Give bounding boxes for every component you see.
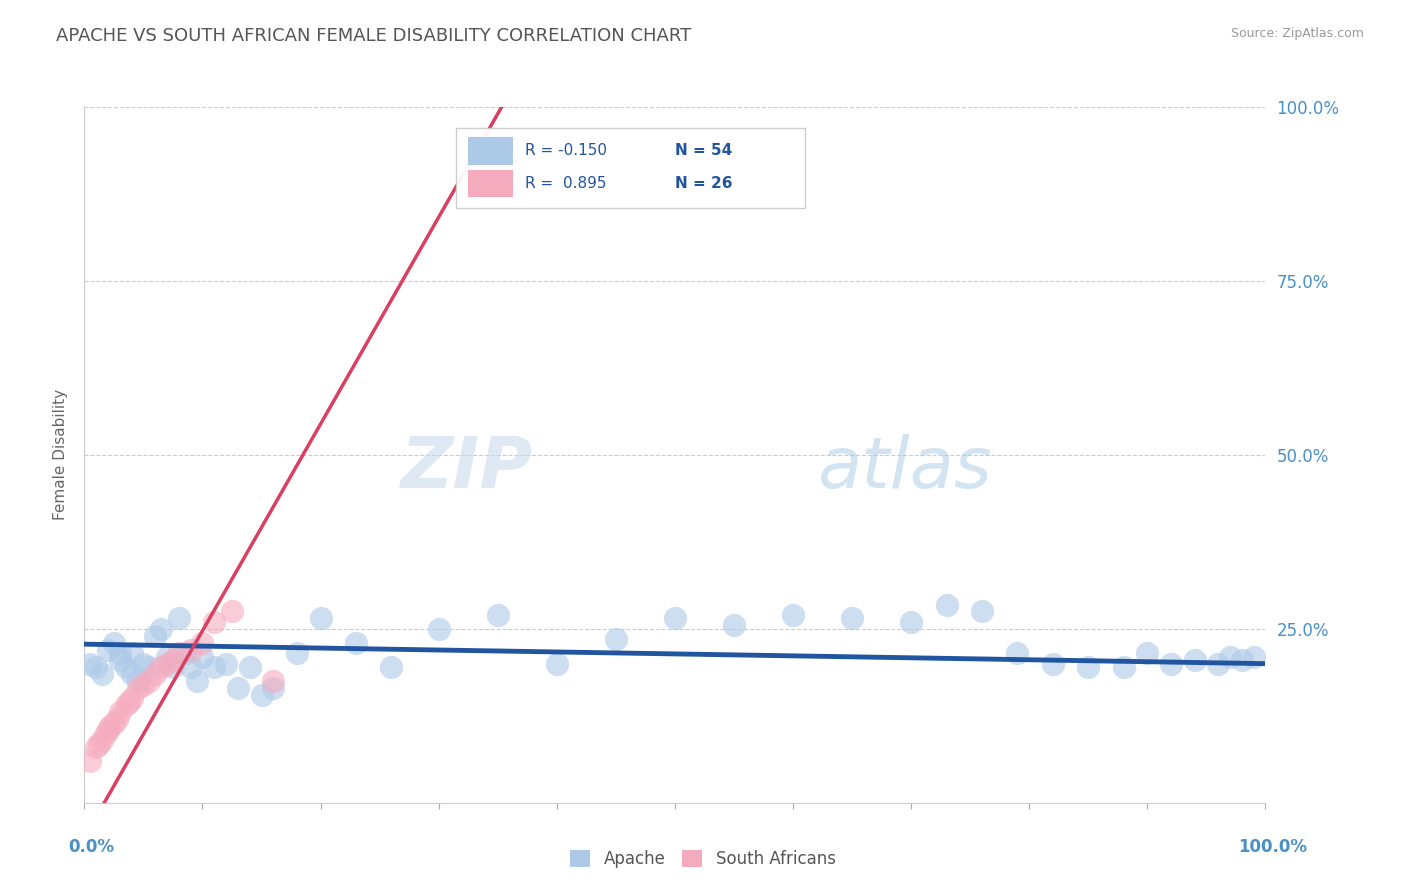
Text: Source: ZipAtlas.com: Source: ZipAtlas.com: [1230, 27, 1364, 40]
Point: [108, 646, 131, 660]
Point: [167, 646, 190, 660]
Legend: Apache, South Africans: Apache, South Africans: [564, 843, 842, 875]
Point: [84, 740, 107, 755]
Text: R =  0.895: R = 0.895: [524, 176, 606, 191]
Point: [127, 681, 149, 695]
Point: [138, 660, 160, 674]
Point: [107, 712, 129, 726]
Text: N = 54: N = 54: [675, 144, 733, 159]
Point: [108, 653, 131, 667]
Point: [1184, 653, 1206, 667]
Point: [935, 598, 957, 612]
Point: [1230, 653, 1253, 667]
Point: [1007, 646, 1029, 660]
Point: [191, 649, 214, 664]
Point: [309, 611, 332, 625]
Point: [427, 622, 450, 636]
Point: [250, 688, 273, 702]
Point: [91, 667, 114, 681]
Point: [138, 674, 160, 689]
Point: [262, 674, 284, 689]
Point: [121, 691, 143, 706]
Text: R = -0.150: R = -0.150: [524, 144, 607, 159]
Point: [723, 618, 745, 632]
Point: [664, 611, 686, 625]
Point: [150, 622, 173, 636]
Point: [215, 657, 238, 671]
Text: ZIP: ZIP: [401, 434, 533, 503]
FancyBboxPatch shape: [468, 169, 513, 197]
Point: [167, 611, 190, 625]
Point: [180, 642, 202, 657]
Point: [186, 674, 208, 689]
Point: [605, 632, 627, 647]
Point: [121, 646, 143, 660]
Point: [239, 660, 262, 674]
Point: [221, 605, 243, 619]
Point: [103, 636, 125, 650]
Point: [1206, 657, 1229, 671]
Point: [97, 642, 120, 657]
Y-axis label: Female Disability: Female Disability: [53, 389, 69, 521]
Point: [143, 667, 166, 681]
Point: [150, 660, 173, 674]
Point: [226, 681, 249, 695]
Point: [132, 677, 155, 691]
Point: [162, 660, 184, 674]
Text: 100.0%: 100.0%: [1237, 838, 1308, 855]
Point: [1136, 646, 1159, 660]
Text: 0.0%: 0.0%: [69, 838, 114, 855]
Point: [546, 657, 568, 671]
Text: APACHE VS SOUTH AFRICAN FEMALE DISABILITY CORRELATION CHART: APACHE VS SOUTH AFRICAN FEMALE DISABILIT…: [56, 27, 692, 45]
Point: [97, 723, 120, 737]
Point: [84, 660, 107, 674]
Point: [94, 726, 117, 740]
Point: [173, 646, 195, 660]
Point: [486, 607, 509, 622]
Point: [1042, 657, 1064, 671]
Point: [1243, 649, 1265, 664]
Point: [108, 706, 131, 720]
Point: [114, 698, 136, 713]
Point: [191, 636, 214, 650]
Point: [782, 607, 804, 622]
Point: [1112, 660, 1135, 674]
Point: [841, 611, 863, 625]
Point: [970, 605, 993, 619]
Point: [143, 629, 166, 643]
Point: [87, 737, 110, 751]
Text: N = 26: N = 26: [675, 176, 733, 191]
FancyBboxPatch shape: [457, 128, 804, 208]
Point: [156, 649, 179, 664]
Point: [118, 695, 141, 709]
Point: [132, 657, 155, 671]
Point: [262, 681, 284, 695]
Point: [127, 674, 149, 689]
Point: [121, 667, 143, 681]
Point: [380, 660, 402, 674]
Point: [1077, 660, 1099, 674]
Point: [103, 715, 125, 730]
Point: [98, 719, 121, 733]
Point: [79, 657, 101, 671]
Point: [344, 636, 367, 650]
Point: [900, 615, 922, 629]
Point: [162, 653, 184, 667]
Point: [1160, 657, 1182, 671]
Point: [202, 615, 225, 629]
Point: [180, 660, 202, 674]
Point: [79, 754, 101, 768]
Point: [114, 660, 136, 674]
Text: atlas: atlas: [817, 434, 991, 503]
Point: [285, 646, 308, 660]
Point: [156, 657, 179, 671]
FancyBboxPatch shape: [468, 137, 513, 165]
Point: [1219, 649, 1241, 664]
Point: [202, 660, 225, 674]
Point: [91, 733, 114, 747]
